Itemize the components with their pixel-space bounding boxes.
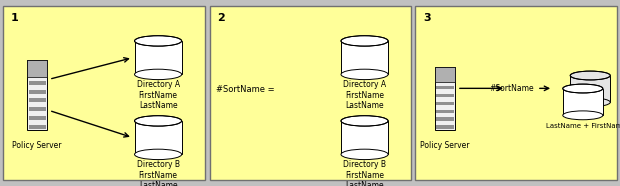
Ellipse shape xyxy=(135,69,182,80)
Polygon shape xyxy=(570,76,610,102)
Polygon shape xyxy=(29,81,46,85)
Ellipse shape xyxy=(341,69,388,80)
Text: #SortName =: #SortName = xyxy=(216,85,275,94)
Text: 3: 3 xyxy=(423,13,430,23)
Polygon shape xyxy=(29,116,46,120)
Polygon shape xyxy=(27,60,47,77)
Polygon shape xyxy=(341,41,388,74)
Text: LastName + FirstName: LastName + FirstName xyxy=(546,123,620,129)
Polygon shape xyxy=(135,121,182,154)
Text: Directory B
FirstName
LastName: Directory B FirstName LastName xyxy=(343,160,386,186)
Ellipse shape xyxy=(135,36,182,46)
Polygon shape xyxy=(435,67,455,130)
Text: Directory A
FirstName
LastName: Directory A FirstName LastName xyxy=(343,80,386,110)
Text: Policy Server: Policy Server xyxy=(420,141,470,150)
Ellipse shape xyxy=(135,149,182,160)
Polygon shape xyxy=(436,94,454,97)
Text: 1: 1 xyxy=(11,13,19,23)
Polygon shape xyxy=(436,118,454,121)
Text: Directory B
FirstName
LastName: Directory B FirstName LastName xyxy=(136,160,180,186)
Polygon shape xyxy=(29,107,46,111)
Ellipse shape xyxy=(341,36,388,46)
Polygon shape xyxy=(435,67,455,83)
FancyBboxPatch shape xyxy=(415,6,617,180)
Polygon shape xyxy=(436,125,454,129)
FancyBboxPatch shape xyxy=(210,6,411,180)
Polygon shape xyxy=(29,125,46,129)
Ellipse shape xyxy=(135,116,182,126)
Polygon shape xyxy=(29,90,46,94)
FancyBboxPatch shape xyxy=(3,6,205,180)
Ellipse shape xyxy=(341,149,388,160)
Text: 2: 2 xyxy=(217,13,225,23)
Ellipse shape xyxy=(570,98,610,107)
Polygon shape xyxy=(563,89,603,115)
Ellipse shape xyxy=(563,84,603,93)
Polygon shape xyxy=(341,121,388,154)
Polygon shape xyxy=(436,86,454,89)
Text: #SortName: #SortName xyxy=(490,84,534,93)
Polygon shape xyxy=(27,60,47,130)
Text: Directory A
FirstName
LastName: Directory A FirstName LastName xyxy=(136,80,180,110)
Polygon shape xyxy=(436,110,454,113)
Polygon shape xyxy=(135,41,182,74)
Text: Policy Server: Policy Server xyxy=(12,141,62,150)
Ellipse shape xyxy=(341,116,388,126)
Polygon shape xyxy=(436,102,454,105)
Polygon shape xyxy=(29,98,46,102)
Ellipse shape xyxy=(570,71,610,80)
Ellipse shape xyxy=(563,111,603,120)
